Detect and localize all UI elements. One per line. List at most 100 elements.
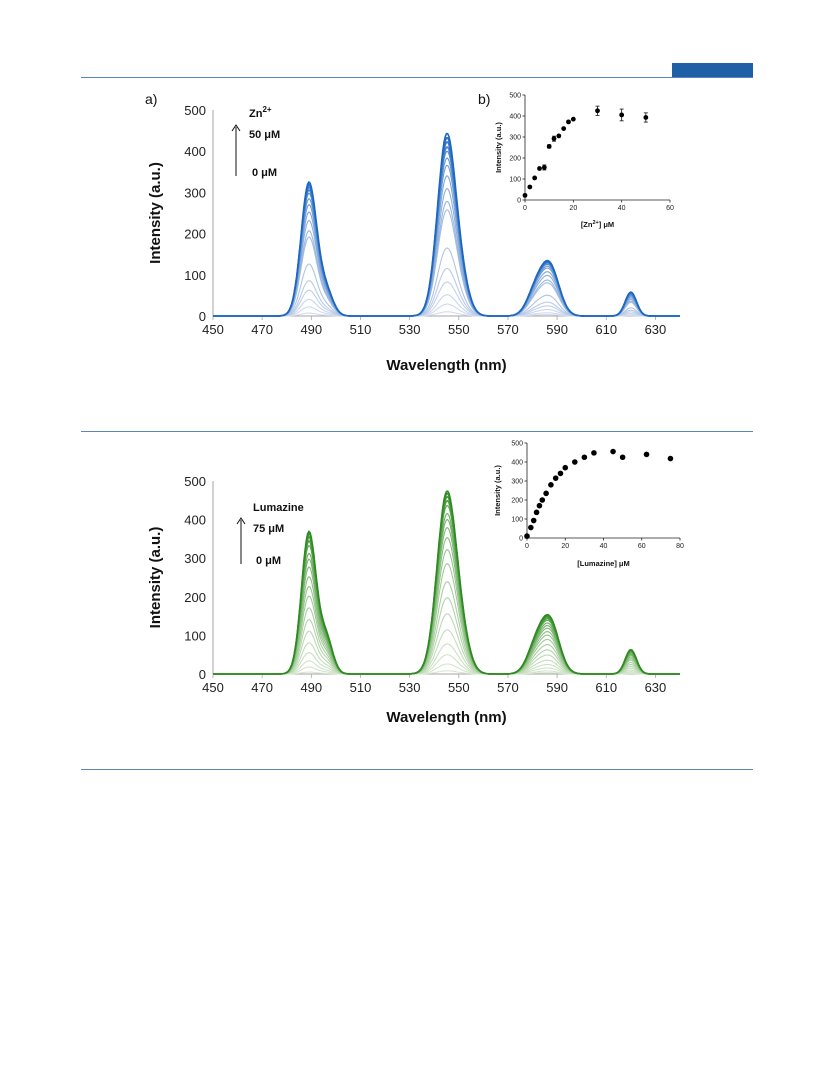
data-point [522,192,528,198]
data-point [527,184,533,190]
annotation-top-conc: 75 μM [253,523,284,535]
x-axis-title: Wavelength (nm) [386,709,506,726]
x-tick-label: 570 [497,322,519,337]
data-point [595,108,600,114]
spectrum-series-line [213,164,680,317]
y-tick-label: 200 [184,227,206,242]
data-point [536,502,543,509]
data-point [667,455,674,462]
y-tick-label: 100 [184,268,206,283]
annotation-species: Zn2+ [249,105,272,120]
x-tick-label: 510 [350,322,372,337]
x-tick-label: 630 [645,322,667,337]
spectrum-series-line [213,281,680,317]
x-tick-label: 590 [546,322,568,337]
y-tick-label: 100 [509,177,521,184]
y-tick-label: 100 [184,628,206,643]
x-tick-label: 0 [523,205,527,212]
data-point [551,136,557,142]
data-point [570,116,576,122]
y-tick-label: 500 [184,474,206,489]
chart-a-annotation: Zn2+ 50 μM 0 μM [231,105,280,179]
y-tick-label: 0 [519,536,523,543]
x-tick-label: 630 [645,680,667,695]
data-point [528,524,534,531]
panel-a-label: a) [145,91,157,107]
chart-d-lumazine-titration: 0 20 40 60 80 0 100 200 300 400 500 Intensity (a.u.… [493,441,684,569]
chart-c-lumazine-spectra: 450 470 490 510 530 550 570 590 610 6300100200300… [147,474,680,726]
spectrum-series-line [213,563,680,675]
x-tick-label: 530 [399,322,421,337]
x-tick-label: 60 [666,205,674,212]
y-tick-label: 300 [184,551,206,566]
data-point [546,144,552,149]
annotation-species-base: Zn [249,108,263,120]
x-tick-label: 20 [569,205,577,212]
spectrum-series-line [213,643,680,675]
y-tick-label: 300 [509,135,521,142]
x-tick-label: 40 [618,205,626,212]
spectrum-series-line [213,518,680,675]
spectrum-series-line [213,294,680,317]
data-point [524,533,530,539]
section-divider-1 [81,431,753,432]
data-point [619,454,626,461]
panel-b-label: b) [478,91,490,107]
spectrum-series-line [213,303,680,317]
data-point [537,166,542,171]
x-axis-title: Wavelength (nm) [386,357,506,374]
y-tick-label: 400 [184,513,206,528]
spectrum-series-line [213,188,680,317]
data-point [530,517,537,524]
spectrum-series-line [213,267,680,317]
spectrum-series-line [213,663,680,675]
x-tick-label: 570 [497,680,519,695]
annotation-top-conc: 50 μM [249,129,280,141]
x-tick-label: 610 [595,322,617,337]
x-tick-label: 550 [448,680,470,695]
x-tick-label: 20 [561,543,569,550]
data-point [533,509,540,516]
x-axis-title-base: [Zn [581,220,593,229]
spectrum-series-line [213,581,680,675]
spectrum-series-line [213,146,680,317]
y-tick-label: 400 [184,144,206,159]
x-axis-title: [Zn2+] μM [581,220,614,229]
y-tick-label: 300 [184,185,206,200]
data-point [619,112,625,118]
data-point [610,448,616,455]
y-tick-label: 100 [511,517,523,524]
header-corner-box [672,63,753,77]
annotation-species: Lumazine [253,502,304,514]
spectrum-series-line [213,200,680,317]
data-point [541,165,547,170]
x-tick-label: 550 [448,322,470,337]
data-point [557,470,564,477]
annotation-species-sup: 2+ [262,105,271,114]
y-tick-label: 0 [517,198,521,205]
spectrum-series-line [213,597,680,675]
y-tick-label: 200 [509,156,521,163]
x-axis-title-sup: 2+ [592,220,598,226]
x-tick-label: 40 [600,543,608,550]
spectrum-series-line [213,490,680,675]
data-point [562,464,569,471]
y-tick-label: 400 [511,460,523,467]
data-point [561,126,567,131]
annotation-bottom-conc: 0 μM [252,167,277,179]
spectrum-series-line [213,157,680,317]
x-tick-label: 510 [350,680,372,695]
data-point [572,459,578,465]
x-tick-label: 610 [595,680,617,695]
data-point [581,454,588,461]
y-axis-title: Intensity (a.u.) [147,162,164,264]
data-point [643,115,649,120]
x-tick-label: 450 [202,680,224,695]
spectrum-series-line [213,132,680,317]
data-point [643,451,650,458]
y-tick-label: 0 [199,667,206,682]
y-axis-title: Intensity (a.u.) [493,465,502,516]
data-point [566,119,571,125]
y-tick-label: 500 [511,441,523,448]
y-tick-label: 400 [509,114,521,121]
